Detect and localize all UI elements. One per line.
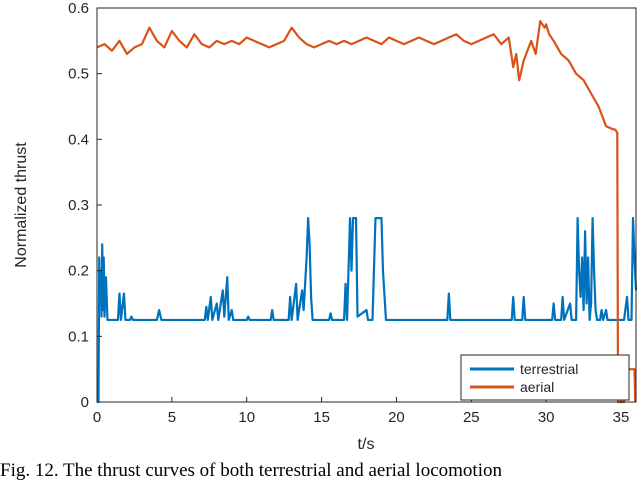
x-tick-label: 20 <box>388 409 405 426</box>
y-tick-label: 0.3 <box>68 197 89 214</box>
y-tick-label: 0.5 <box>68 66 89 83</box>
legend-box <box>460 354 630 401</box>
legend-label-aerial: aerial <box>520 379 554 395</box>
axes-box <box>96 7 637 403</box>
legend: terrestrial aerial <box>460 354 630 401</box>
y-tick-label: 0.6 <box>68 0 89 17</box>
y-tick-label: 0 <box>81 394 89 411</box>
tick-layer: 0 5 10 15 20 25 30 35 0 0.1 0.2 0.3 0.4 0.5 0.6 <box>68 0 629 426</box>
x-tick-label: 0 <box>93 409 101 426</box>
chart: 0 5 10 15 20 25 30 35 0 0.1 0.2 0.3 0.4 0.5 0.6 t/s No… <box>13 0 638 453</box>
x-tick-label: 15 <box>313 409 330 426</box>
x-tick-label: 5 <box>168 409 176 426</box>
x-tick-label: 35 <box>613 409 630 426</box>
series-line-aerial <box>96 20 637 404</box>
series-layer <box>96 20 638 404</box>
series-line-terrestrial <box>97 217 638 404</box>
plot-area <box>97 8 636 402</box>
x-tick-label: 25 <box>463 409 480 426</box>
y-tick-label: 0.1 <box>68 328 89 345</box>
x-tick-label: 30 <box>538 409 555 426</box>
y-tick-label: 0.4 <box>68 131 89 148</box>
x-tick-label: 10 <box>238 409 255 426</box>
y-axis-label: Normalized thrust <box>13 142 30 268</box>
figure-caption: Fig. 12. The thrust curves of both terre… <box>0 460 502 481</box>
legend-label-terrestrial: terrestrial <box>520 361 578 377</box>
x-axis-label: t/s <box>358 436 375 453</box>
y-tick-label: 0.2 <box>68 263 89 280</box>
